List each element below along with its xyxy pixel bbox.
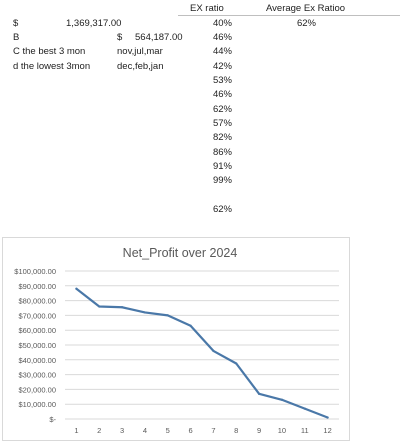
data-point [280,398,284,401]
y-tick-label: $90,000.00 [18,282,56,291]
x-tick-label: 12 [323,426,331,435]
row2-ex-ratio[interactable]: 46% [212,32,232,43]
spreadsheet-cells: EX ratio Average Ex Ratioo $ 1,369,317.0… [13,3,400,215]
data-point [166,314,169,317]
row4-ex-ratio[interactable]: 42% [212,61,232,72]
y-tick-label: $- [49,415,56,424]
y-tick-label: $30,000.00 [18,371,56,380]
data-point [189,324,192,327]
data-point [326,416,329,419]
ratio-cell[interactable]: 86% [212,147,232,158]
header-ex-ratio[interactable]: EX ratio [190,3,224,14]
series-line [75,287,329,419]
data-point [143,311,147,314]
x-tick-label: 1 [74,426,78,435]
line-chart-svg: Net_Profit over 2024 $- $10,000.00 $20,000… [14,246,339,435]
ratio-cell[interactable]: 46% [212,89,232,100]
row3-months[interactable]: nov,jul,mar [117,46,163,57]
x-tick-label: 5 [166,426,170,435]
y-tick-label: $100,000.00 [14,267,56,276]
net-profit-chart[interactable]: Net_Profit over 2024 $- $10,000.00 $20,000… [2,237,350,441]
row1-average-ex-ratio[interactable]: 62% [296,18,316,29]
y-tick-label: $70,000.00 [18,311,56,320]
header-divider [178,15,400,16]
ratio-cell[interactable]: 91% [212,161,232,172]
ratio-summary-cell[interactable]: 62% [212,204,232,215]
ratio-cell[interactable]: 82% [212,132,232,143]
y-tick-label: $40,000.00 [18,356,56,365]
x-tick-label: 3 [120,426,124,435]
y-tick-label: $50,000.00 [18,341,56,350]
y-tick-label: $20,000.00 [18,385,56,394]
row1-amount[interactable]: 1,369,317.00 [66,18,122,29]
data-point [257,392,261,395]
row2-label[interactable]: B [13,32,20,43]
row1-currency[interactable]: $ [13,18,19,29]
row3-ex-ratio[interactable]: 44% [212,46,232,57]
data-point [212,349,215,353]
x-tick-label: 6 [188,426,192,435]
y-tick-label: $60,000.00 [18,326,56,335]
y-tick-label: $10,000.00 [18,400,56,409]
x-tick-label: 11 [301,426,309,435]
row1-ex-ratio[interactable]: 40% [212,18,232,29]
ratio-cell[interactable]: 53% [212,75,232,86]
x-tick-label: 4 [143,426,147,435]
row2-currency[interactable]: $ [117,32,123,43]
ratio-cell[interactable]: 99% [212,175,232,186]
x-tick-label: 9 [257,426,261,435]
ratio-cell[interactable]: 62% [212,104,232,115]
data-point [120,306,124,309]
data-point [303,407,306,410]
ratio-cell[interactable]: 57% [212,118,232,129]
data-point [235,362,238,365]
row2-amount[interactable]: 564,187.00 [135,32,183,43]
header-average-ex-ratio[interactable]: Average Ex Ratioo [266,3,346,14]
data-point [75,287,78,290]
chart-title: Net_Profit over 2024 [123,246,238,260]
data-point [98,305,101,308]
x-tick-label: 2 [97,426,101,435]
row4-months[interactable]: dec,feb,jan [117,61,164,72]
y-tick-label: $80,000.00 [18,297,56,306]
row4-label[interactable]: d the lowest 3mon [13,61,91,72]
x-tick-label: 8 [234,426,238,435]
row3-label[interactable]: C the best 3 mon [13,46,86,57]
x-tick-label: 10 [278,426,286,435]
x-tick-label: 7 [211,426,215,435]
